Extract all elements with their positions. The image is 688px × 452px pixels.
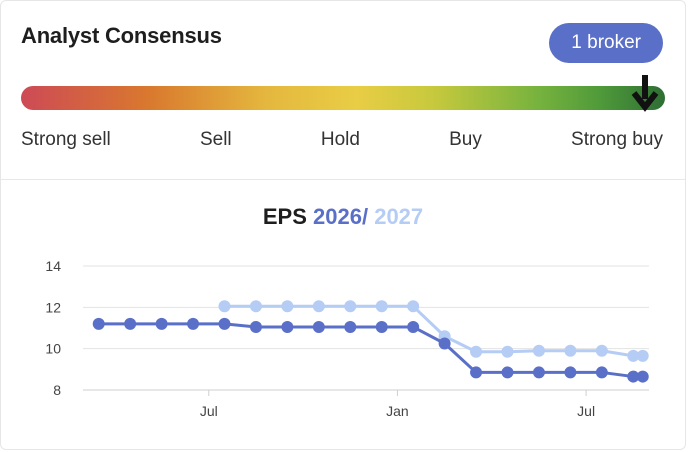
y-tick-label: 12: [45, 299, 61, 315]
data-point-2026: [595, 366, 608, 379]
data-point-2027: [627, 349, 640, 362]
data-point-2026: [92, 317, 105, 330]
data-point-2027: [564, 344, 577, 357]
broker-count-badge[interactable]: 1 broker: [549, 23, 663, 63]
y-tick-label: 8: [53, 382, 61, 398]
data-point-2026: [249, 320, 262, 333]
rating-gauge-bar: [21, 86, 665, 110]
rating-scale-labels: Strong sell Sell Hold Buy Strong buy: [21, 129, 663, 151]
data-point-2027: [249, 300, 262, 313]
data-point-2026: [407, 320, 420, 333]
scale-label-hold: Hold: [320, 129, 360, 150]
data-point-2026: [636, 370, 649, 383]
eps-year-2027-toggle[interactable]: 2027: [374, 204, 424, 229]
data-point-2027: [218, 300, 231, 313]
data-point-2026: [532, 366, 545, 379]
card-title: Analyst Consensus: [21, 23, 222, 48]
data-point-2027: [470, 345, 483, 358]
y-tick-label: 14: [45, 258, 61, 274]
data-point-2026: [187, 317, 200, 330]
scale-label-sell: Sell: [199, 129, 232, 150]
data-point-2027: [281, 300, 294, 313]
data-point-2026: [218, 317, 231, 330]
arrow-down-icon: [631, 75, 659, 112]
data-point-2027: [375, 300, 388, 313]
scale-label-strong-sell: Strong sell: [21, 129, 111, 150]
eps-label: EPS: [262, 204, 307, 229]
data-point-2027: [595, 344, 608, 357]
data-point-2027: [532, 344, 545, 357]
data-point-2026: [627, 370, 640, 383]
data-point-2026: [312, 320, 325, 333]
x-tick-label: Jul: [200, 403, 218, 419]
data-point-2027: [407, 300, 420, 313]
data-point-2027: [636, 349, 649, 362]
eps-year-separator: /: [361, 204, 369, 229]
data-point-2027: [312, 300, 325, 313]
data-point-2026: [438, 337, 451, 350]
eps-section: EPS 2026/ 2027 8 10 12 14 Jul Jan Jul: [1, 180, 685, 450]
data-point-2027: [344, 300, 357, 313]
x-tick-label: Jul: [577, 403, 595, 419]
data-point-2026: [375, 320, 388, 333]
scale-label-buy: Buy: [449, 129, 482, 150]
data-point-2026: [155, 317, 168, 330]
x-tick-label: Jan: [386, 403, 409, 419]
eps-chart-title: EPS 2026/ 2027: [1, 204, 685, 230]
data-point-2026: [501, 366, 514, 379]
y-tick-label: 10: [45, 341, 61, 357]
data-point-2026: [344, 320, 357, 333]
eps-line-chart: 8 10 12 14 Jul Jan Jul: [45, 258, 649, 419]
eps-year-2026-toggle[interactable]: 2026: [313, 204, 362, 229]
data-point-2026: [281, 320, 294, 333]
data-point-2026: [124, 317, 137, 330]
data-point-2026: [470, 366, 483, 379]
scale-label-strong-buy: Strong buy: [571, 129, 663, 150]
consensus-section: Analyst Consensus 1 broker Strong sell S…: [1, 1, 685, 180]
data-point-2027: [501, 345, 514, 358]
data-point-2026: [564, 366, 577, 379]
